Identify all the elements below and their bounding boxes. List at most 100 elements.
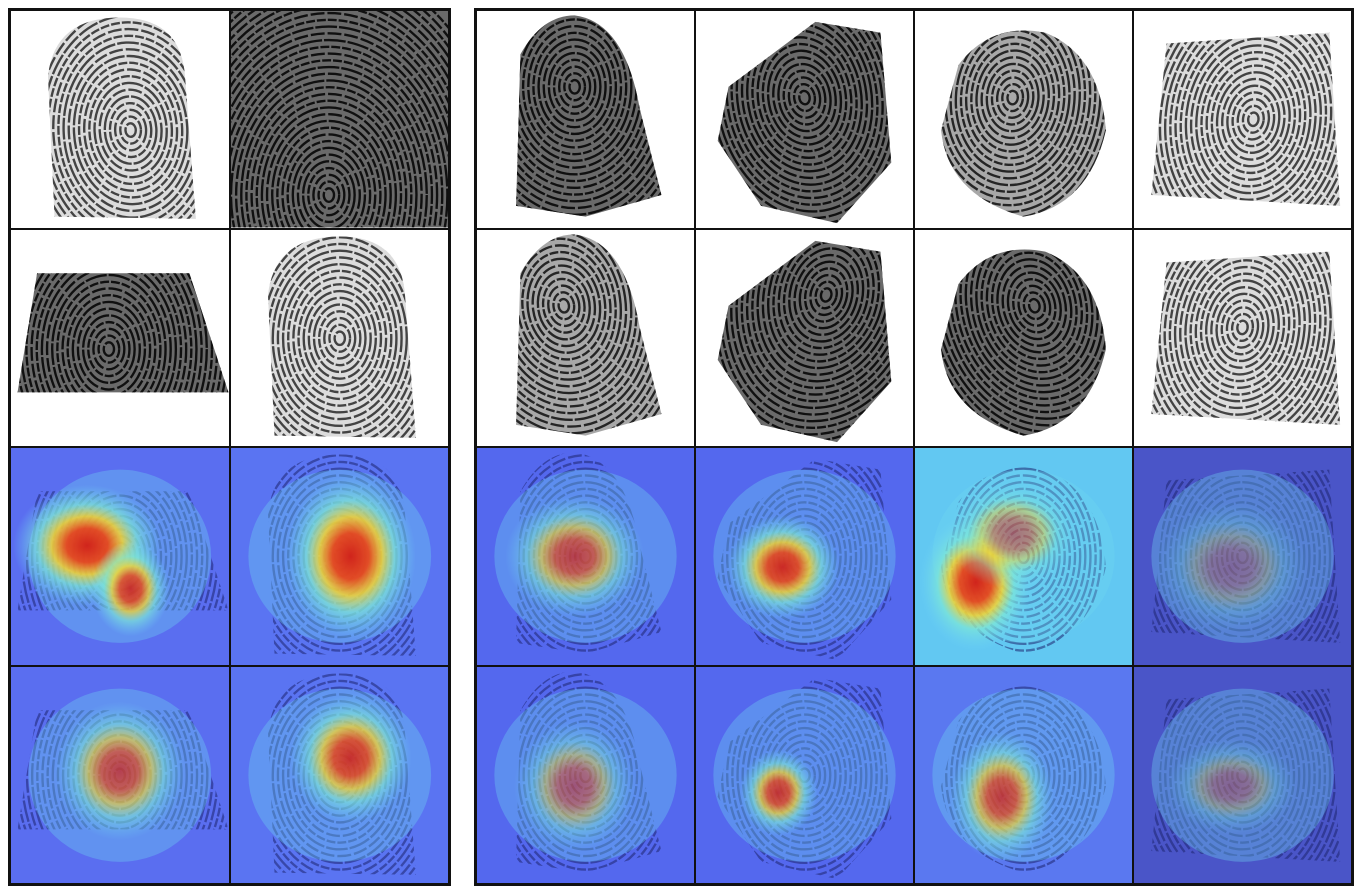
- fingerprint-image: [267, 235, 416, 438]
- ridge-line: [17, 272, 214, 392]
- ridge-line: [1174, 32, 1333, 206]
- ridge-line: [239, 79, 418, 228]
- ridge-line: [230, 45, 443, 228]
- ridge-line: [717, 21, 892, 220]
- ridge-line: [516, 15, 662, 210]
- ridge-line: [788, 246, 865, 343]
- ridge-line: [1231, 91, 1276, 148]
- heatmap-hotspot: [513, 720, 636, 851]
- ridge-line: [1194, 265, 1291, 389]
- ridge-line: [980, 248, 1089, 373]
- ridge-line: [526, 257, 602, 354]
- fingerprint-tile: [1133, 10, 1352, 229]
- fingerprint-tile: [476, 228, 695, 447]
- ridge-line: [516, 453, 662, 654]
- ridge-line: [1179, 251, 1306, 409]
- ridge-line: [1184, 32, 1322, 206]
- ridge-line: [767, 240, 886, 369]
- ridge-line: [536, 270, 591, 341]
- left-panel-grid: [8, 8, 451, 886]
- ridge-line: [552, 290, 576, 320]
- ridge-line: [557, 297, 571, 314]
- ridge-line: [275, 126, 382, 228]
- ridge-line: [332, 329, 346, 346]
- ridge-line: [271, 248, 408, 427]
- ridge-line: [516, 233, 628, 387]
- ridge-line: [814, 279, 838, 309]
- ridge-line: [521, 250, 607, 361]
- ridge-line: [985, 62, 1040, 133]
- ridge-line: [322, 316, 356, 360]
- fingerprint-tile: [914, 228, 1133, 447]
- ridge-line: [941, 30, 1097, 207]
- ridge-line: [119, 115, 143, 145]
- fingerprint-tile: [695, 10, 914, 229]
- ridge-line: [230, 38, 448, 228]
- ridge-line: [558, 65, 592, 109]
- ridge-line: [230, 59, 433, 228]
- ridge-line: [317, 309, 362, 366]
- ridge-line: [985, 248, 1084, 367]
- heatmap-overlay: [713, 677, 896, 879]
- ridge-line: [102, 340, 116, 357]
- ridge-line: [1151, 251, 1338, 425]
- ridge-line: [746, 22, 863, 173]
- heatmap-tile: [10, 665, 230, 884]
- ridge-line: [736, 685, 873, 864]
- ridge-line: [113, 108, 148, 152]
- ridge-line: [1001, 82, 1025, 113]
- ridge-line: [327, 323, 351, 353]
- ridge-line: [1226, 84, 1281, 154]
- ridge-line: [803, 266, 849, 323]
- ridge-line: [1230, 312, 1255, 342]
- ridge-line: [954, 248, 1106, 407]
- heatmap-tile: [695, 447, 914, 666]
- ridge-line: [291, 146, 366, 228]
- ridge-line: [990, 250, 1078, 360]
- ridge-line: [516, 236, 617, 374]
- ridge-line: [52, 27, 196, 219]
- ridge-line: [244, 86, 413, 228]
- ridge-line: [103, 95, 158, 165]
- ridge-line: [81, 313, 136, 384]
- ridge-line: [761, 42, 848, 153]
- fingerprint-tile: [10, 228, 230, 447]
- ridge-line: [1163, 251, 1322, 425]
- heatmap-hotspot: [949, 731, 1054, 862]
- ridge-line: [945, 685, 1102, 873]
- ridge-line: [76, 306, 141, 391]
- ridge-line: [941, 30, 1092, 200]
- ridge-line: [1006, 270, 1062, 340]
- ridge-line: [1236, 97, 1271, 141]
- heatmap-overlay: [494, 670, 677, 873]
- ridge-line: [281, 262, 398, 414]
- ridge-line: [66, 293, 152, 392]
- ridge-line: [296, 282, 382, 393]
- ridge-line: [782, 69, 827, 126]
- ridge-line: [57, 34, 196, 219]
- ridge-line: [1236, 319, 1249, 335]
- ridge-line: [249, 92, 407, 228]
- heatmap-overlay: [494, 452, 677, 654]
- ridge-line: [230, 25, 448, 228]
- fingerprint-image: [1151, 251, 1341, 425]
- heatmap-tile: [1133, 665, 1352, 884]
- ridge-line: [730, 21, 879, 193]
- ridge-line: [61, 286, 157, 392]
- ridge-line: [87, 320, 131, 377]
- heatmap-overlay: [17, 688, 229, 862]
- ridge-line: [990, 69, 1035, 126]
- heatmap-overlay: [13, 469, 229, 643]
- ridge-line: [306, 166, 351, 224]
- heatmap-overlay: [1151, 688, 1341, 862]
- heatmap-tile: [229, 665, 449, 884]
- fingerprint-image: [717, 240, 892, 442]
- ridge-line: [516, 15, 662, 216]
- ridge-line: [777, 62, 832, 133]
- ridge-line: [124, 122, 137, 138]
- ridge-line: [1164, 688, 1321, 862]
- ridge-line: [772, 240, 881, 363]
- ridge-line: [568, 78, 581, 95]
- ridge-line: [17, 272, 203, 392]
- ridge-line: [547, 51, 602, 122]
